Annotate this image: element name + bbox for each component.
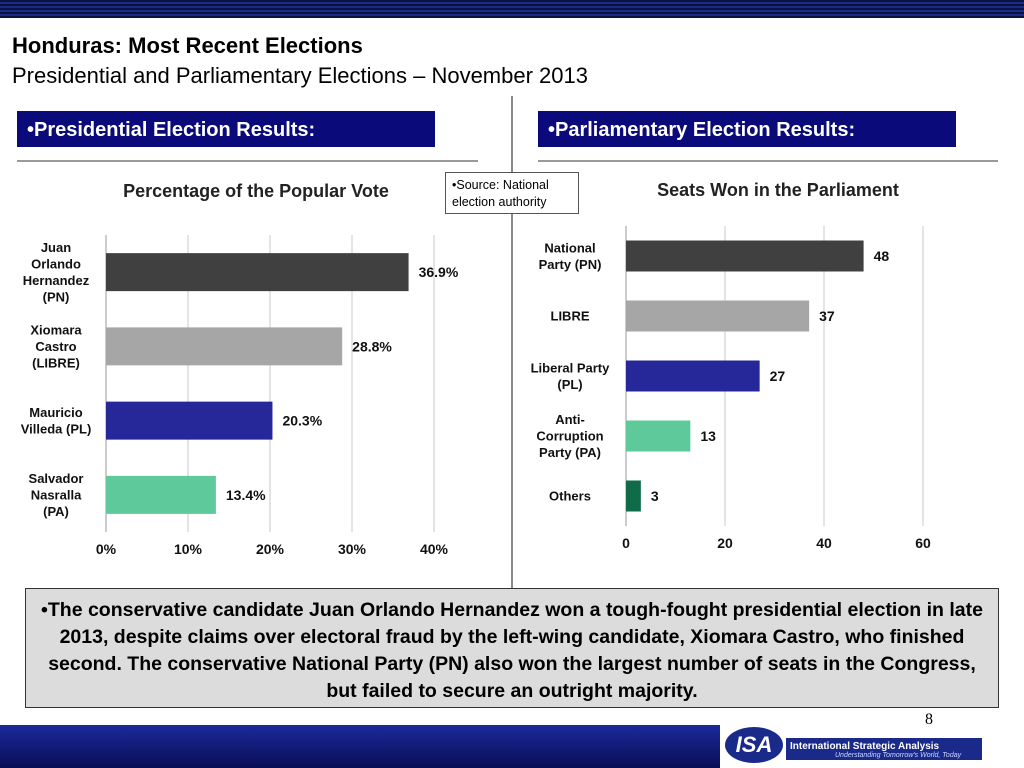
category-label-line: Orlando [31,256,81,271]
category-label-line: Corruption [536,429,603,444]
category-label: National Party (PN) [539,240,602,272]
x-tick-label: 0 [622,535,630,551]
category-label-line: Party (PA) [539,445,601,460]
category-label-line: National [544,240,595,255]
x-tick-label: 20% [256,541,285,557]
category-label-line: Others [549,489,591,504]
popular-vote-chart: Percentage of the Popular Vote 0% 10% 20% 30… [21,181,459,557]
page-number: 8 [925,711,933,728]
value-label: 13 [700,428,716,444]
bar [626,240,864,272]
value-label: 36.9% [419,264,459,280]
category-label: Liberal Party (PL) [531,360,611,392]
category-label-line: Castro [35,339,76,354]
org-name: International Strategic Analysis [790,741,940,752]
bar [626,360,760,392]
category-label-line: Hernandez [23,273,90,288]
category-label: Juan Orlando Hernandez (PN) [23,240,90,305]
category-label-line: (LIBRE) [32,355,80,370]
left-rule [17,160,478,162]
category-label-line: (PL) [557,377,582,392]
bar [106,401,273,440]
value-label: 48 [874,248,890,264]
category-label: Xiomara Castro (LIBRE) [30,322,82,370]
category-label: Others [549,489,591,504]
category-label-line: (PA) [43,504,69,519]
value-label: 37 [819,308,835,324]
x-tick-label: 40 [816,535,832,551]
presidential-section-header: •Presidential Election Results: [17,111,435,147]
category-label-line: Salvador [29,471,84,486]
bar [106,253,409,292]
page-title: Honduras: Most Recent Elections [12,33,363,58]
x-tick-label: 30% [338,541,367,557]
bar [106,327,343,366]
value-label: 28.8% [352,338,392,354]
value-label: 3 [651,488,659,504]
summary-text: •The conservative candidate Juan Orlando… [25,588,999,708]
x-tick-label: 40% [420,541,449,557]
category-label-line: Liberal Party [531,360,611,375]
right-rule [538,160,998,162]
chart-title: Percentage of the Popular Vote [123,181,389,201]
category-label-line: LIBRE [551,309,590,324]
parliament-seats-chart: Seats Won in the Parliament 0 20 40 60 48 Nati… [531,180,931,551]
bar [106,475,216,514]
top-banner [0,0,1024,18]
x-tick-label: 10% [174,541,203,557]
org-tagline: Understanding Tomorrow's World, Today [835,752,962,759]
page-subtitle: Presidential and Parliamentary Elections… [12,63,588,88]
category-label-line: Juan [41,240,71,255]
x-tick-label: 60 [915,535,931,551]
category-label-line: Mauricio [29,405,83,420]
vertical-divider [511,96,513,588]
logo-banner [786,738,982,760]
source-note: •Source: National election authority [445,172,579,214]
x-tick-label: 0% [96,541,117,557]
category-label-line: (PN) [43,289,70,304]
category-label-line: Party (PN) [539,257,602,272]
category-label: Anti- Corruption Party (PA) [536,412,603,460]
value-label: 20.3% [282,413,322,429]
category-label-line: Xiomara [30,322,82,337]
x-tick-label: 20 [717,535,733,551]
bar [626,480,641,512]
chart-title: Seats Won in the Parliament [657,180,899,200]
category-label-line: Nasralla [31,487,82,502]
category-label: LIBRE [551,309,590,324]
category-label: Salvador Nasralla (PA) [29,471,84,519]
isa-logo: ISA [725,727,783,763]
bar [626,420,691,452]
parliamentary-section-header: •Parliamentary Election Results: [538,111,956,147]
category-label: Mauricio Villeda (PL) [21,405,92,437]
category-label-line: Anti- [555,412,585,427]
value-label: 13.4% [226,487,266,503]
value-label: 27 [770,368,786,384]
bar [626,300,810,332]
category-label-line: Villeda (PL) [21,421,92,436]
